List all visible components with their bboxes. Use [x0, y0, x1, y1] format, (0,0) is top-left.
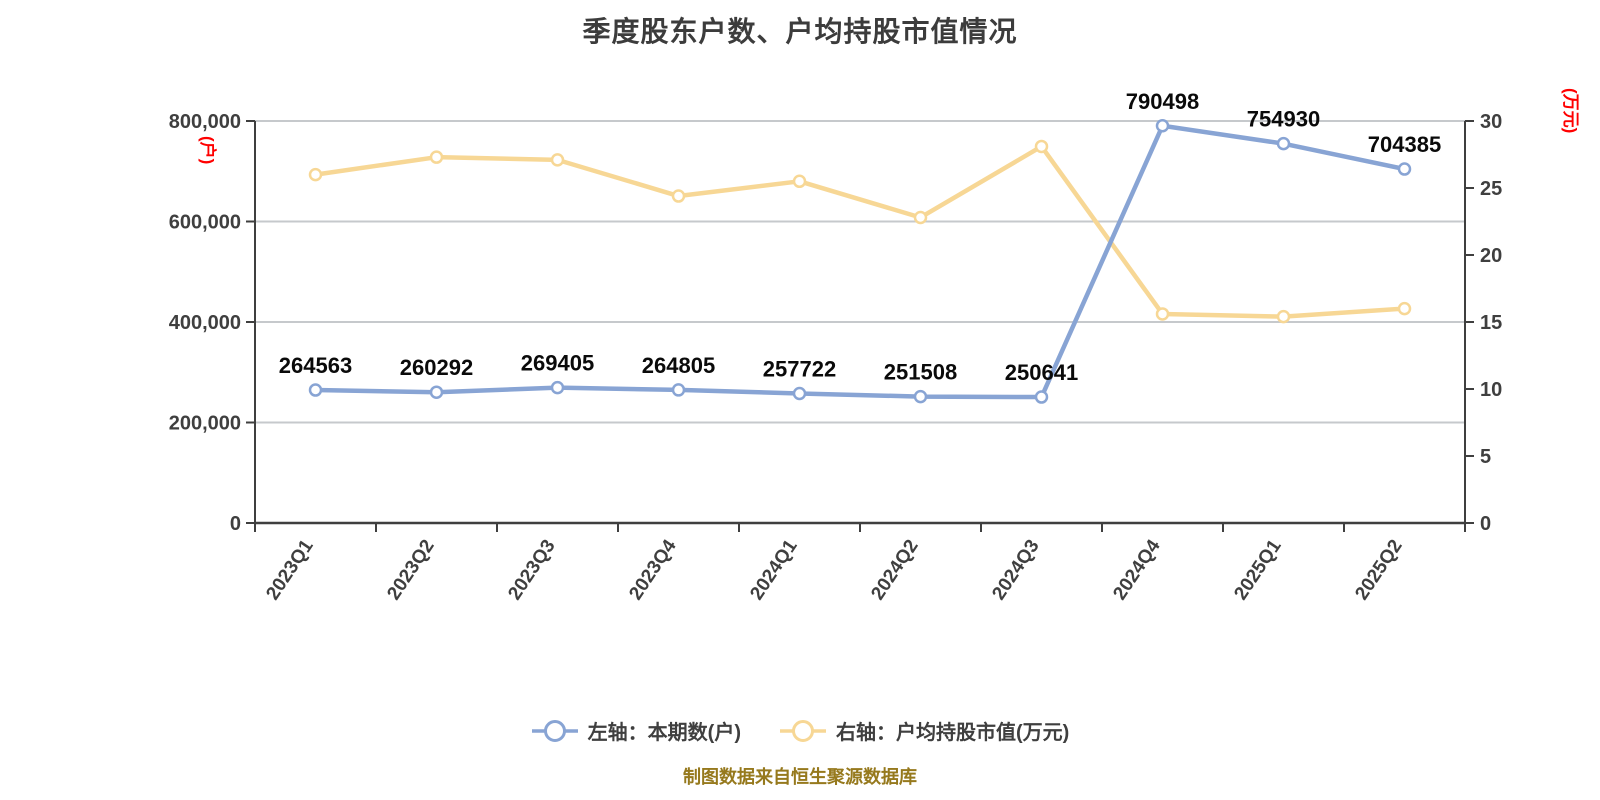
- data-point-label: 264805: [642, 353, 715, 378]
- data-point-marker[interactable]: [1276, 309, 1291, 324]
- data-point-label: 250641: [1005, 360, 1078, 385]
- data-point-marker[interactable]: [792, 386, 807, 401]
- legend-item-shareholder-count[interactable]: 左轴：本期数(户): [531, 716, 741, 745]
- x-category-label: 2024Q1: [746, 536, 801, 604]
- data-point-label: 269405: [521, 351, 594, 376]
- data-point-marker[interactable]: [1155, 119, 1170, 133]
- data-point-marker[interactable]: [913, 210, 928, 225]
- x-category-label: 2025Q2: [1351, 536, 1406, 604]
- data-point-label: 260292: [400, 355, 473, 380]
- y-tick-label-right: 15: [1480, 312, 1502, 334]
- data-point-marker[interactable]: [1155, 307, 1170, 321]
- data-point-marker[interactable]: [671, 189, 686, 203]
- data-point-marker[interactable]: [429, 150, 444, 164]
- data-point-marker[interactable]: [308, 167, 323, 182]
- data-point-marker[interactable]: [671, 383, 686, 397]
- legend-item-avg-holding-value[interactable]: 右轴：户均持股市值(万元): [779, 716, 1069, 745]
- data-point-label: 790498: [1126, 89, 1199, 114]
- y-tick-label-left: 0: [230, 513, 241, 535]
- data-point-marker[interactable]: [913, 389, 928, 404]
- legend-line-dot-icon: [531, 719, 578, 742]
- data-point-marker[interactable]: [1397, 162, 1412, 176]
- data-point-marker[interactable]: [1397, 301, 1412, 316]
- y-tick-label-right: 30: [1480, 111, 1502, 133]
- chart-title: 季度股东户数、户均持股市值情况: [582, 16, 1018, 47]
- x-category-label: 2023Q1: [262, 536, 317, 604]
- x-category-label: 2023Q3: [504, 536, 559, 604]
- right-axis-unit-label: (万元): [1561, 88, 1580, 134]
- y-tick-label-right: 0: [1480, 513, 1491, 535]
- data-point-marker[interactable]: [1034, 139, 1049, 154]
- data-point-marker[interactable]: [429, 385, 444, 399]
- data-point-label: 264563: [279, 353, 352, 378]
- data-point-label: 704385: [1368, 132, 1441, 157]
- x-category-label: 2024Q3: [988, 536, 1043, 604]
- x-category-label: 2023Q2: [383, 536, 438, 604]
- left-axis-unit-label: (户): [198, 136, 217, 165]
- series-line: [313, 123, 1407, 400]
- data-point-label: 257722: [763, 356, 836, 381]
- legend: 左轴：本期数(户) 右轴：户均持股市值(万元): [0, 716, 1600, 745]
- x-category-label: 2024Q2: [867, 536, 922, 604]
- y-tick-label-left: 600,000: [169, 212, 241, 234]
- data-point-marker[interactable]: [550, 380, 565, 395]
- y-tick-label-left: 400,000: [169, 312, 241, 334]
- legend-line-dot-icon: [780, 719, 826, 742]
- data-point-label: 251508: [884, 360, 957, 385]
- y-tick-label-right: 20: [1480, 245, 1502, 267]
- y-tick-label-left: 200,000: [169, 413, 241, 435]
- y-tick-label-right: 25: [1480, 178, 1502, 200]
- data-source-note: 制图数据来自恒生聚源数据库: [683, 767, 917, 787]
- data-point-marker[interactable]: [792, 174, 807, 189]
- data-point-marker[interactable]: [550, 153, 565, 167]
- data-point-marker[interactable]: [308, 383, 323, 397]
- data-point-marker[interactable]: [1034, 390, 1049, 404]
- data-point-label: 754930: [1247, 107, 1320, 132]
- y-tick-label-left: 800,000: [169, 111, 241, 133]
- legend-label-shareholder-count: 左轴：本期数(户): [587, 722, 741, 744]
- series-line: [313, 144, 1407, 319]
- x-category-label: 2023Q4: [625, 536, 680, 604]
- y-tick-label-right: 10: [1480, 379, 1502, 401]
- y-tick-label-right: 5: [1480, 446, 1491, 468]
- x-category-label: 2025Q1: [1230, 536, 1285, 604]
- x-category-label: 2024Q4: [1109, 536, 1164, 604]
- legend-label-avg-holding-value: 右轴：户均持股市值(万元): [836, 722, 1070, 744]
- data-point-marker[interactable]: [1276, 136, 1291, 151]
